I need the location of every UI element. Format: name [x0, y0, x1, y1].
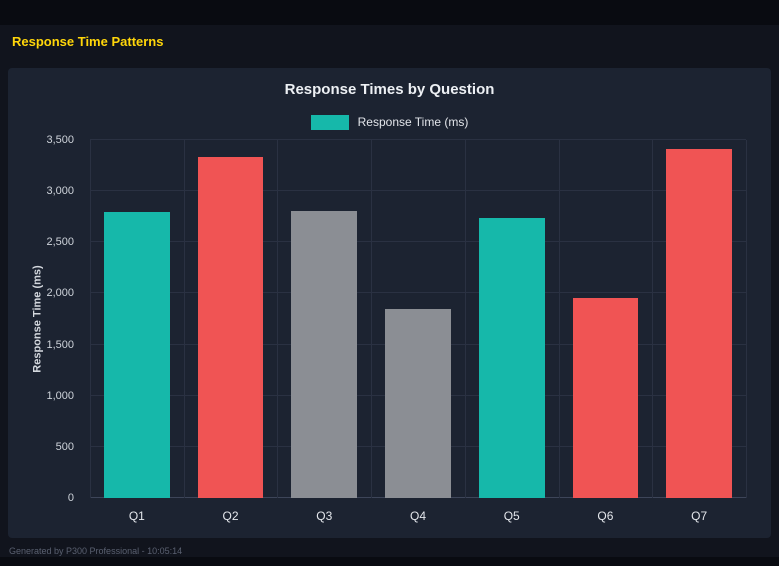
bar-q5: [478, 218, 545, 498]
bottom-bar: [0, 557, 779, 566]
chart-card: Response Times by Question Response Time…: [8, 68, 771, 538]
v-gridline: [277, 140, 279, 498]
h-gridline: [90, 139, 746, 140]
bar-q1: [104, 211, 170, 498]
bar-q7: [666, 149, 732, 498]
v-gridline: [183, 140, 185, 498]
v-gridline: [371, 140, 373, 498]
top-bar: [0, 0, 779, 25]
x-tick-label: Q3: [316, 509, 333, 523]
y-tick-label: 2,500: [46, 236, 74, 249]
x-tick-label: Q4: [409, 509, 426, 523]
h-gridline: [90, 292, 746, 294]
bar-q6: [572, 297, 639, 498]
h-gridline: [90, 241, 746, 243]
legend-item-response-time[interactable]: Response Time (ms): [310, 114, 469, 130]
y-tick-label: 0: [67, 492, 74, 504]
v-gridline: [652, 140, 654, 498]
v-gridline: [464, 140, 466, 498]
plot-area: [90, 139, 747, 498]
page-title: Response Time Patterns: [12, 34, 164, 49]
v-gridline: [558, 140, 560, 498]
y-tick-label: 2,000: [46, 287, 74, 300]
chart-legend: Response Time (ms): [8, 114, 771, 130]
x-axis-labels: Q1 Q2 Q3 Q4 Q5 Q6 Q7: [90, 509, 746, 527]
y-tick-label: 3,000: [46, 185, 74, 198]
h-gridline: [90, 190, 746, 192]
bar-q3: [291, 210, 358, 498]
x-tick-label: Q1: [128, 509, 145, 523]
x-tick-label: Q2: [222, 509, 239, 523]
footer-text: Generated by P300 Professional - 10:05:1…: [9, 546, 183, 556]
x-tick-label: Q5: [503, 509, 520, 523]
bar-q4: [385, 309, 451, 498]
v-gridline: [746, 140, 747, 498]
y-tick-label: 1,500: [46, 338, 74, 351]
legend-swatch: [310, 114, 349, 130]
x-tick-label: Q7: [691, 509, 708, 523]
x-tick-label: Q6: [597, 509, 614, 523]
chart-title: Response Times by Question: [284, 81, 495, 98]
bar-q2: [197, 157, 264, 498]
y-tick-label: 1,000: [46, 389, 74, 402]
legend-label: Response Time (ms): [357, 115, 469, 129]
y-tick-label: 3,500: [46, 134, 74, 146]
v-gridline: [90, 140, 91, 498]
y-tick-label: 500: [55, 440, 74, 453]
y-axis-ticks: 0 500 1,000 1,500 2,000 2,500 3,000 3,500: [8, 134, 82, 504]
